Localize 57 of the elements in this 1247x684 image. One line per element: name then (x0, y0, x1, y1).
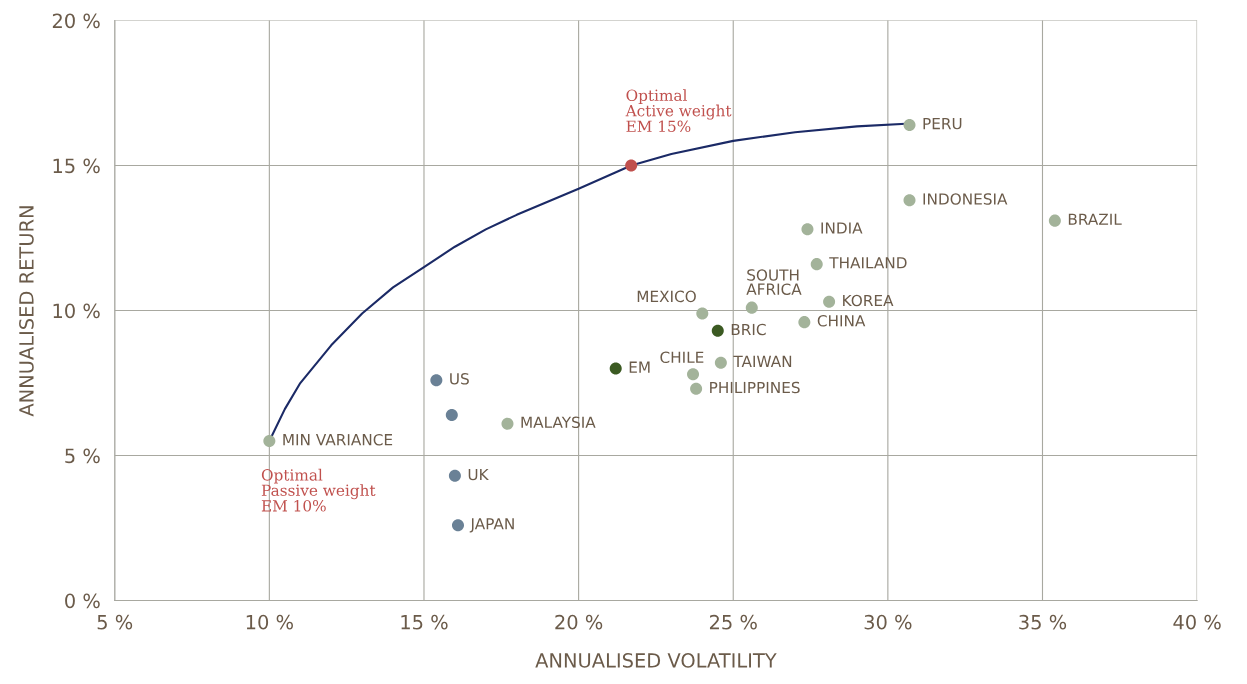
data-label: SOUTH AFRICA (746, 269, 802, 295)
data-label: JAPAN (469, 518, 514, 533)
data-label: CHILE (660, 351, 704, 364)
data-label: CHINA (817, 315, 866, 327)
data-label: KOREA (843, 294, 894, 307)
data-label: BRAZIL (1068, 213, 1122, 225)
data-label: MIN VARIANCE (283, 433, 393, 446)
data-label: THAILAND (829, 257, 907, 269)
y-tick-label: 15 % (53, 158, 100, 174)
point (445, 408, 458, 421)
x-tick-label: 30 % (864, 614, 912, 630)
point (711, 324, 724, 337)
point (451, 519, 465, 532)
x-tick-label: 25 % (709, 614, 757, 630)
point (696, 307, 709, 320)
y-tick-label: 0 % (65, 593, 100, 609)
data-label: MEXICO (637, 290, 696, 303)
data-label: PERU (923, 118, 962, 130)
x-tick-label: 40 % (1173, 614, 1221, 630)
data-label: TAIWAN (733, 355, 792, 367)
data-label: MALAYSIA (521, 416, 596, 429)
point (801, 223, 814, 236)
y-tick-label: 10 % (53, 303, 100, 319)
x-tick-label: 15 % (401, 614, 448, 630)
point (903, 118, 916, 131)
x-tick-label: 35 % (1019, 614, 1067, 630)
x-tick-label: 20 % (555, 614, 603, 630)
point (714, 356, 727, 369)
point (745, 301, 758, 314)
y-tick-label: 20 % (52, 13, 100, 29)
data-label: INDIA (821, 222, 863, 234)
point (263, 435, 276, 448)
point (810, 258, 823, 271)
point (430, 374, 443, 387)
annotation: Optimal Passive weight EM 10% (261, 468, 376, 512)
data-label: US (450, 373, 469, 385)
data-label: PHILIPPINES (710, 381, 800, 394)
point (823, 295, 836, 308)
data-label: EM (629, 361, 650, 373)
y-axis-title: ANNUALISED RETURN (19, 206, 34, 417)
x-axis-title: ANNUALISED VOLATILITY (535, 653, 777, 668)
point (687, 368, 700, 381)
point (448, 469, 461, 482)
x-tick-label: 5 % (97, 614, 133, 630)
point (903, 194, 916, 207)
data-label: INDONESIA (923, 193, 1008, 205)
data-label: UK (468, 468, 489, 481)
x-tick-label: 10 % (246, 614, 293, 630)
point (609, 362, 622, 375)
point (798, 316, 811, 329)
point (690, 382, 703, 395)
point (1048, 214, 1061, 227)
y-tick-label: 5 % (65, 448, 100, 464)
point (501, 417, 514, 430)
point (625, 159, 638, 172)
data-label: BRIC (731, 323, 766, 336)
annotation: Optimal Active weight EM 15% (625, 89, 732, 133)
